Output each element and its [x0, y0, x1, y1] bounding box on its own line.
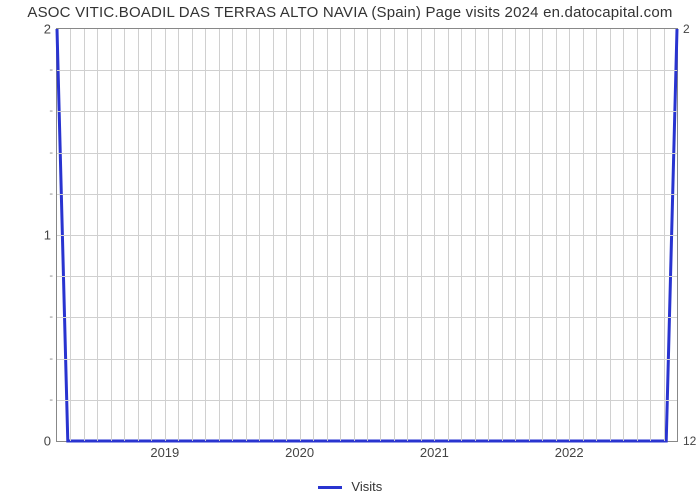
plot-area: 012--------1222019202020212022: [56, 28, 678, 442]
y-axis-label: 1: [44, 228, 51, 243]
y-axis-minor-mark: -: [49, 270, 53, 282]
y-axis-label: 0: [44, 434, 51, 449]
y-axis-minor-mark: -: [49, 353, 53, 365]
gridline-horizontal: [57, 194, 677, 195]
gridline-horizontal: [57, 111, 677, 112]
x-axis-label: 2022: [555, 445, 584, 460]
gridline-horizontal: [57, 400, 677, 401]
y-axis-minor-mark: -: [49, 105, 53, 117]
y2-axis-label: 2: [683, 22, 690, 36]
gridline-horizontal: [57, 276, 677, 277]
y-axis-minor-mark: -: [49, 188, 53, 200]
gridline-horizontal: [57, 70, 677, 71]
y-axis-minor-mark: -: [49, 311, 53, 323]
gridline-horizontal: [57, 317, 677, 318]
x-axis-label: 2020: [285, 445, 314, 460]
y-axis-minor-mark: -: [49, 394, 53, 406]
gridline-horizontal: [57, 359, 677, 360]
legend-label: Visits: [351, 479, 382, 494]
x-axis-label: 2019: [150, 445, 179, 460]
legend: Visits: [0, 479, 700, 494]
gridline-horizontal: [57, 153, 677, 154]
x-axis-label: 2021: [420, 445, 449, 460]
gridline-horizontal: [57, 235, 677, 236]
legend-swatch: [318, 486, 342, 489]
y-axis-minor-mark: -: [49, 64, 53, 76]
chart-title: ASOC VITIC.BOADIL DAS TERRAS ALTO NAVIA …: [0, 4, 700, 21]
y2-axis-label: 12: [683, 434, 696, 448]
y-axis-minor-mark: -: [49, 147, 53, 159]
y-axis-label: 2: [44, 22, 51, 37]
